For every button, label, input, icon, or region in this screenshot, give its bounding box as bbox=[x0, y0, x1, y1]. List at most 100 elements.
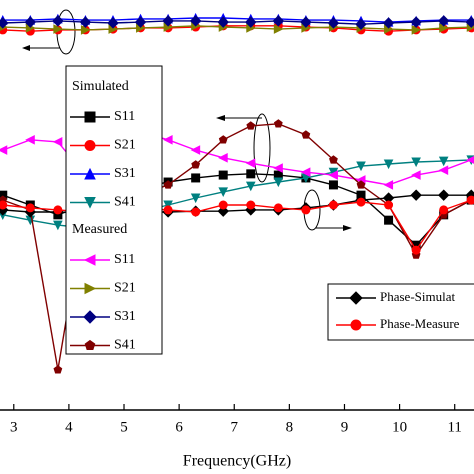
x-tick-label: 7 bbox=[230, 419, 238, 435]
data-point bbox=[163, 180, 173, 189]
annotation-ellipse bbox=[253, 113, 271, 183]
data-point bbox=[245, 16, 257, 28]
legend-label: S11 bbox=[114, 109, 135, 124]
x-tick-label: 6 bbox=[175, 419, 183, 435]
x-tick-label: 3 bbox=[10, 419, 18, 435]
data-point bbox=[356, 161, 366, 172]
annotation-arrowhead bbox=[216, 115, 225, 121]
annotation-arrowhead bbox=[343, 225, 352, 231]
legend-marker bbox=[84, 140, 96, 151]
x-tick-label: 9 bbox=[341, 419, 349, 435]
data-point bbox=[437, 189, 450, 201]
legend: S11 S21 S31 S41 S11 S21 S31 S41 Phase-Simulat Pha… bbox=[70, 109, 460, 353]
legend-label: S41 bbox=[114, 195, 136, 210]
data-point bbox=[25, 135, 35, 145]
legend-label: S31 bbox=[114, 309, 136, 324]
legend-label: S31 bbox=[114, 166, 136, 181]
data-point bbox=[273, 203, 283, 213]
data-point bbox=[411, 245, 421, 255]
data-point bbox=[411, 157, 421, 168]
legend-marker bbox=[349, 291, 363, 305]
legend-heading: Simulated bbox=[72, 79, 129, 94]
data-point bbox=[410, 189, 422, 201]
data-point bbox=[52, 15, 64, 27]
data-point bbox=[191, 160, 201, 169]
data-point bbox=[246, 200, 256, 210]
data-point bbox=[383, 180, 394, 190]
x-tick-label: 8 bbox=[286, 419, 294, 435]
data-point bbox=[218, 153, 228, 163]
x-tick-label: 4 bbox=[65, 419, 73, 435]
data-point bbox=[53, 365, 63, 374]
data-point bbox=[273, 119, 283, 128]
data-point bbox=[79, 16, 92, 28]
data-point bbox=[245, 181, 256, 192]
x-axis-label: Frequency(GHz) bbox=[183, 453, 291, 470]
data-point bbox=[218, 170, 228, 180]
data-point bbox=[438, 165, 449, 175]
data-point bbox=[25, 203, 35, 213]
data-point bbox=[301, 205, 311, 215]
data-point bbox=[53, 205, 63, 215]
data-point bbox=[355, 18, 367, 30]
legend-box bbox=[65, 65, 163, 355]
data-point bbox=[218, 200, 228, 210]
legend-label: Phase-Measure bbox=[380, 316, 460, 331]
data-point bbox=[328, 200, 338, 210]
legend-label: S21 bbox=[114, 281, 136, 296]
x-tick-label: 10 bbox=[392, 419, 407, 435]
data-point bbox=[382, 17, 395, 29]
data-point bbox=[190, 145, 201, 155]
data-point bbox=[438, 156, 449, 167]
data-point bbox=[411, 170, 421, 180]
legend-marker bbox=[84, 111, 96, 123]
data-point bbox=[53, 24, 63, 34]
data-point bbox=[218, 135, 228, 144]
data-point bbox=[245, 158, 256, 168]
data-point bbox=[384, 215, 394, 225]
data-point bbox=[217, 16, 229, 28]
annotation-arrowhead bbox=[22, 45, 30, 51]
legend-marker bbox=[84, 282, 97, 295]
data-point bbox=[163, 200, 173, 211]
data-point bbox=[191, 207, 201, 217]
data-point bbox=[0, 145, 8, 155]
data-point bbox=[246, 169, 256, 179]
legend-marker bbox=[84, 167, 96, 180]
data-point bbox=[410, 16, 422, 28]
data-point bbox=[356, 197, 366, 207]
data-point bbox=[273, 177, 284, 188]
legend-heading: Measured bbox=[72, 222, 127, 237]
data-point bbox=[301, 130, 311, 139]
data-point bbox=[300, 16, 312, 28]
legend-marker bbox=[84, 197, 96, 209]
legend-marker bbox=[83, 254, 96, 266]
data-point bbox=[218, 187, 229, 197]
data-point bbox=[439, 205, 449, 215]
data-point bbox=[327, 17, 340, 29]
data-point bbox=[272, 15, 285, 27]
data-point bbox=[273, 163, 283, 173]
data-point bbox=[328, 170, 338, 180]
data-point bbox=[273, 24, 284, 34]
series-line bbox=[2, 25, 472, 32]
data-point bbox=[24, 16, 37, 28]
data-point bbox=[0, 200, 8, 210]
legend-label: Phase-Simulat bbox=[380, 289, 455, 304]
x-tick-label: 5 bbox=[120, 419, 128, 435]
data-point bbox=[163, 205, 173, 215]
legend-marker bbox=[83, 310, 97, 324]
data-point bbox=[107, 17, 119, 29]
data-point bbox=[134, 16, 147, 28]
legend-marker bbox=[84, 339, 96, 351]
data-point bbox=[466, 195, 474, 205]
data-point bbox=[52, 137, 63, 147]
data-point bbox=[329, 155, 338, 164]
data-point bbox=[384, 200, 394, 210]
legend-label: S21 bbox=[114, 138, 136, 153]
data-point bbox=[53, 220, 63, 231]
data-point bbox=[465, 16, 474, 28]
legend-label: S41 bbox=[114, 338, 136, 353]
